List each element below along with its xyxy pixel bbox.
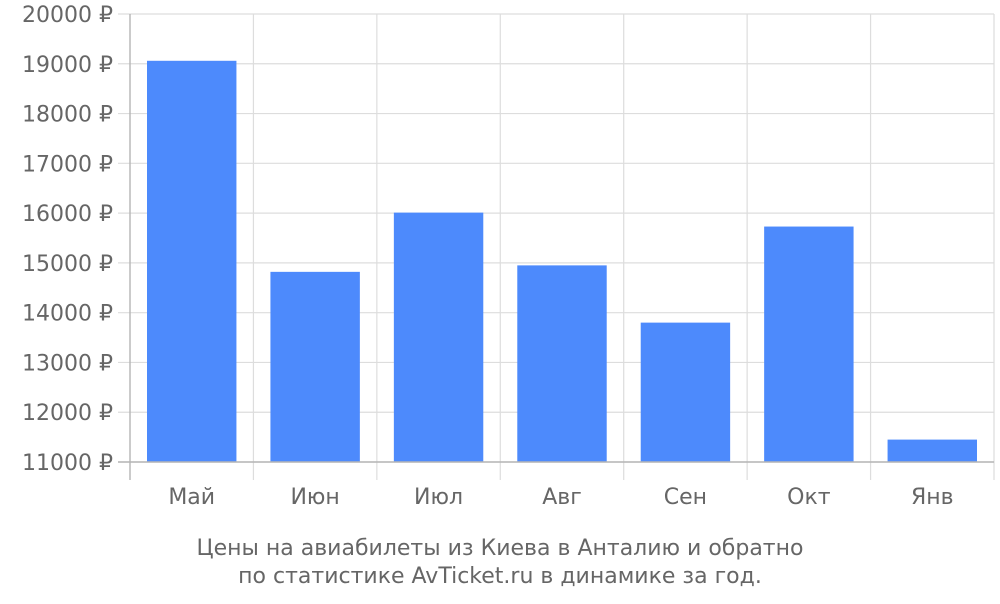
bar-3 <box>393 212 484 462</box>
bar-1 <box>147 60 237 463</box>
y-tick-label: 18000 ₽ <box>22 103 113 128</box>
y-tick-label: 19000 ₽ <box>22 53 113 78</box>
bar-7 <box>887 439 977 462</box>
y-tick-label: 20000 ₽ <box>22 3 113 28</box>
y-tick-label: 15000 ₽ <box>22 252 113 277</box>
x-tick-labels: Май Июн Июл Авг Сен Окт Янв <box>168 485 953 510</box>
bar-4 <box>517 265 607 462</box>
y-tick-label: 11000 ₽ <box>22 451 113 476</box>
x-tick-label: Июл <box>414 485 463 510</box>
bar-5 <box>640 322 731 462</box>
y-tick-label: 17000 ₽ <box>22 152 113 177</box>
bars <box>147 60 977 463</box>
x-tick-label: Окт <box>787 485 831 510</box>
y-tick-labels: 11000 ₽ 12000 ₽ 13000 ₽ 14000 ₽ 15000 ₽ 16000… <box>22 3 113 476</box>
bar-2 <box>270 271 360 462</box>
axes <box>118 14 994 480</box>
y-tick-label: 16000 ₽ <box>22 202 113 227</box>
x-tick-label: Май <box>168 485 215 510</box>
bar-6 <box>764 226 854 462</box>
y-tick-label: 14000 ₽ <box>22 302 113 327</box>
grid <box>118 13 995 480</box>
x-tick-label: Янв <box>911 485 954 510</box>
chart-caption-line-2: по статистике AvTicket.ru в динамике за … <box>238 564 762 589</box>
x-tick-label: Авг <box>542 485 582 510</box>
chart-caption-line-1: Цены на авиабилеты из Киева в Анталию и … <box>197 536 804 561</box>
y-tick-label: 12000 ₽ <box>22 401 113 426</box>
x-tick-label: Сен <box>664 485 707 510</box>
x-tick-label: Июн <box>290 485 339 510</box>
y-tick-label: 13000 ₽ <box>22 351 113 376</box>
